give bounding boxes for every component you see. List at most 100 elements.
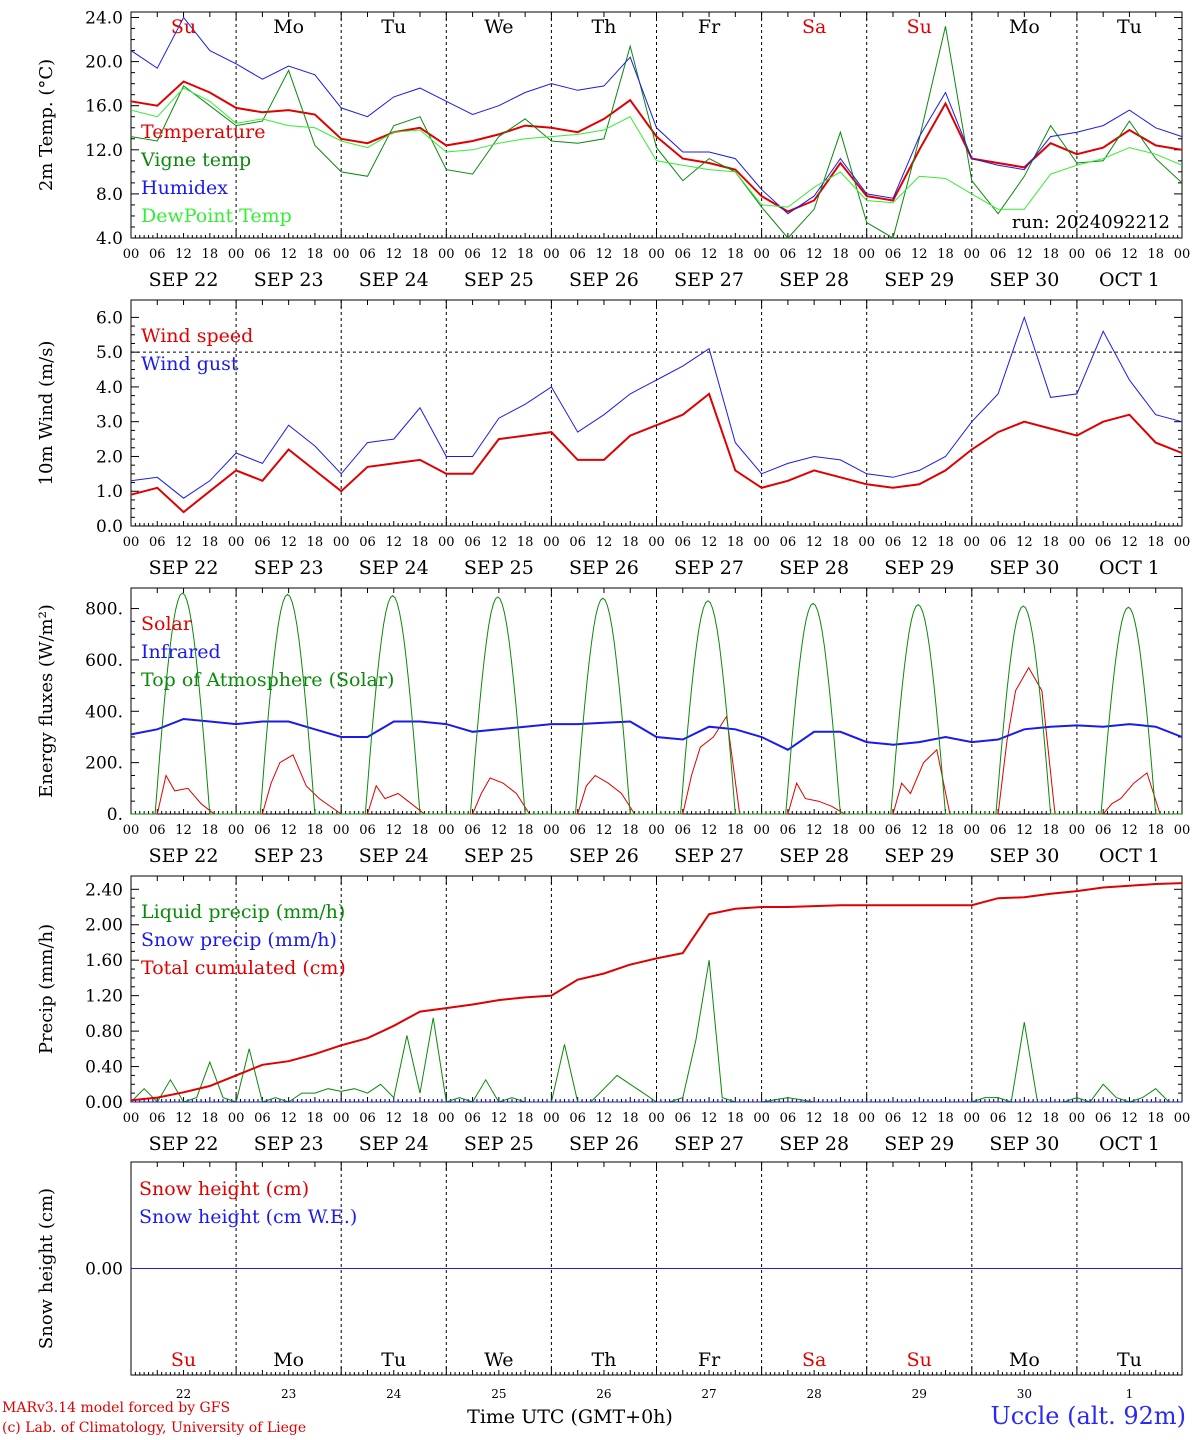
hour-tick-label: 12: [701, 247, 718, 262]
hour-tick-label: 12: [701, 823, 718, 838]
date-label: SEP 30: [989, 269, 1059, 291]
hour-tick-label: 00: [1069, 535, 1086, 550]
hour-tick-label: 00: [438, 823, 455, 838]
legend-entry: Infrared: [141, 641, 221, 663]
legend-entry: Snow precip (mm/h): [141, 929, 337, 951]
weekday-label: Tu: [1117, 1349, 1142, 1371]
hour-tick-label: 06: [990, 247, 1007, 262]
day-number-label: 26: [596, 1387, 611, 1401]
y-tick-label: 12.0: [85, 141, 123, 161]
hour-tick-label: 06: [885, 1111, 902, 1126]
date-label: SEP 26: [569, 845, 639, 867]
series-line-2: [130, 315, 1183, 499]
hour-tick-label: 12: [596, 247, 613, 262]
y-tick-label: 1.20: [85, 987, 123, 1007]
hour-tick-label: 18: [307, 1111, 324, 1126]
y-tick-label: 1.0: [96, 482, 123, 502]
date-label: SEP 24: [359, 557, 429, 579]
hour-tick-label: 18: [622, 1111, 639, 1126]
hour-tick-label: 12: [1016, 1111, 1033, 1126]
legend-entry: Humidex: [141, 177, 228, 199]
date-label: SEP 25: [464, 1133, 534, 1155]
weekday-label: Su: [171, 16, 196, 38]
y-tick-label: 800.: [85, 600, 123, 620]
hour-tick-label: 06: [464, 535, 481, 550]
y-tick-label: 2.40: [85, 880, 123, 900]
x-axis-title: Time UTC (GMT+0h): [467, 1406, 673, 1428]
hour-tick-label: 18: [937, 535, 954, 550]
chart-panel-2: 0.0 1.0 2.0 3.0 4.0 5.0 6.0 10m Wind (m/s) Wind …: [36, 299, 1190, 579]
legend-entry: Snow height (cm W.E.): [139, 1206, 357, 1228]
weekday-label: Mo: [1009, 16, 1040, 38]
weekday-label: Sa: [802, 16, 826, 38]
hour-tick-label: 18: [412, 247, 429, 262]
hour-tick-label: 06: [359, 1111, 376, 1126]
hour-tick-label: 18: [622, 823, 639, 838]
hour-tick-label: 06: [569, 247, 586, 262]
hour-tick-label: 06: [1095, 535, 1112, 550]
hour-tick-label: 12: [175, 823, 192, 838]
hour-tick-label: 06: [885, 535, 902, 550]
hour-tick-label: 00: [964, 823, 981, 838]
hour-tick-label: 06: [990, 823, 1007, 838]
hour-tick-label: 06: [675, 247, 692, 262]
hour-tick-label: 00: [543, 247, 560, 262]
day-number-label: 29: [912, 1387, 927, 1401]
hour-tick-label: 00: [648, 535, 665, 550]
date-label: SEP 27: [674, 557, 744, 579]
hour-tick-label: 18: [727, 823, 744, 838]
weekday-label: Tu: [1117, 16, 1142, 38]
date-label: OCT 1: [1099, 1133, 1160, 1155]
hour-tick-label: 00: [543, 1111, 560, 1126]
date-label: SEP 26: [569, 269, 639, 291]
lab-credit: (c) Lab. of Climatology, University of L…: [2, 1420, 307, 1436]
hour-tick-label: 00: [438, 1111, 455, 1126]
date-label: SEP 29: [884, 557, 954, 579]
day-number-label: 27: [701, 1387, 716, 1401]
hour-tick-label: 12: [1121, 1111, 1138, 1126]
date-label: SEP 22: [149, 269, 219, 291]
hour-tick-label: 12: [280, 535, 297, 550]
run-annotation: run: 2024092212: [1012, 212, 1170, 233]
hour-tick-label: 12: [175, 535, 192, 550]
hour-tick-label: 12: [491, 247, 508, 262]
chart-panel-4: 0.00 0.40 0.80 1.20 1.60 2.00 2.40 Precip (mm/h…: [36, 875, 1190, 1155]
hour-tick-label: 12: [175, 247, 192, 262]
hour-tick-label: 12: [385, 247, 402, 262]
weekday-label: Su: [907, 1349, 932, 1371]
hour-tick-label: 12: [280, 823, 297, 838]
hour-tick-label: 18: [937, 823, 954, 838]
hour-tick-label: 12: [806, 1111, 823, 1126]
date-label: SEP 23: [254, 557, 324, 579]
hour-tick-label: 06: [254, 823, 271, 838]
y-tick-label: 4.0: [96, 378, 123, 398]
hour-tick-label: 06: [885, 823, 902, 838]
hour-tick-label: 18: [412, 1111, 429, 1126]
hour-tick-label: 12: [491, 535, 508, 550]
hour-tick-label: 18: [412, 823, 429, 838]
hour-tick-label: 12: [806, 823, 823, 838]
hour-tick-label: 00: [964, 247, 981, 262]
y-tick-label: 2.00: [85, 916, 123, 936]
y-axis-title: Snow height (cm): [36, 1188, 57, 1349]
hour-tick-label: 18: [202, 247, 219, 262]
hour-tick-label: 12: [701, 535, 718, 550]
y-tick-label: 200.: [85, 754, 123, 774]
date-label: SEP 28: [779, 557, 849, 579]
hour-tick-label: 18: [832, 247, 849, 262]
hour-tick-label: 18: [1147, 247, 1164, 262]
hour-tick-label: 18: [1042, 535, 1059, 550]
day-number-label: 30: [1017, 1387, 1032, 1401]
y-tick-label: 400.: [85, 702, 123, 722]
date-label: SEP 24: [359, 269, 429, 291]
y-tick-label: 8.0: [96, 185, 123, 205]
y-tick-label: 4.0: [96, 229, 123, 249]
weekday-label: Su: [907, 16, 932, 38]
hour-tick-label: 00: [228, 823, 245, 838]
hour-tick-label: 06: [149, 823, 166, 838]
hour-tick-label: 06: [675, 535, 692, 550]
day-number-label: 22: [176, 1387, 191, 1401]
date-label: SEP 25: [464, 269, 534, 291]
hour-tick-label: 18: [622, 535, 639, 550]
